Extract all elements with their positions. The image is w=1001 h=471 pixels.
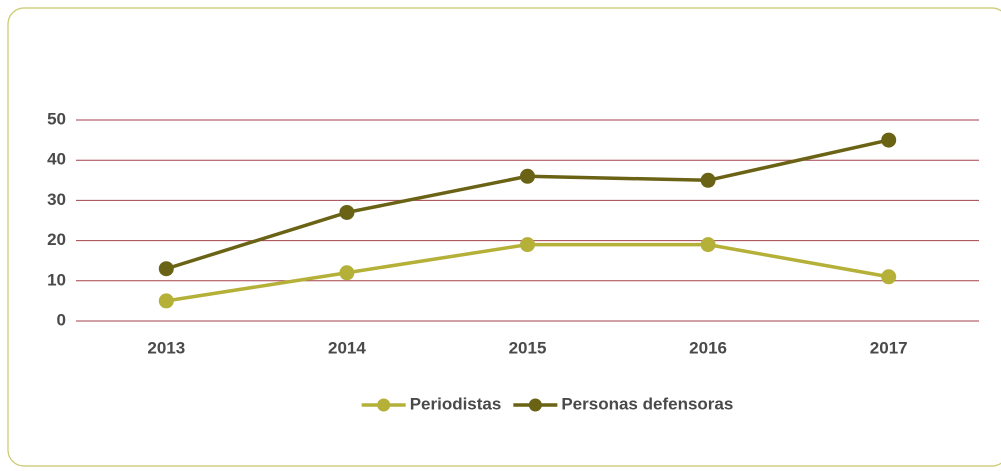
legend-swatch-dot <box>528 398 542 412</box>
legend-label: Personas defensoras <box>561 394 733 413</box>
y-tick-label: 30 <box>47 190 66 209</box>
data-point <box>881 132 897 148</box>
data-point <box>520 237 535 253</box>
data-point <box>881 269 897 285</box>
data-point <box>700 172 716 188</box>
data-point <box>700 237 716 253</box>
legend-label: Periodistas <box>410 394 502 413</box>
legend-swatch-dot <box>377 398 391 412</box>
y-tick-label: 40 <box>47 150 66 169</box>
x-tick-label: 2013 <box>147 338 185 357</box>
data-point <box>339 265 355 281</box>
y-tick-label: 0 <box>57 310 66 329</box>
data-point <box>339 204 355 220</box>
x-tick-label: 2017 <box>870 338 908 357</box>
series-line <box>166 242 890 303</box>
data-point <box>158 293 174 309</box>
x-tick-label: 2016 <box>689 338 727 357</box>
y-tick-label: 10 <box>47 270 66 289</box>
data-point <box>158 261 174 277</box>
y-tick-label: 20 <box>47 230 66 249</box>
x-tick-label: 2014 <box>328 338 366 357</box>
data-point <box>520 168 535 184</box>
y-tick-label: 50 <box>47 109 66 128</box>
frame <box>7 7 1001 467</box>
x-tick-label: 2015 <box>509 338 547 357</box>
